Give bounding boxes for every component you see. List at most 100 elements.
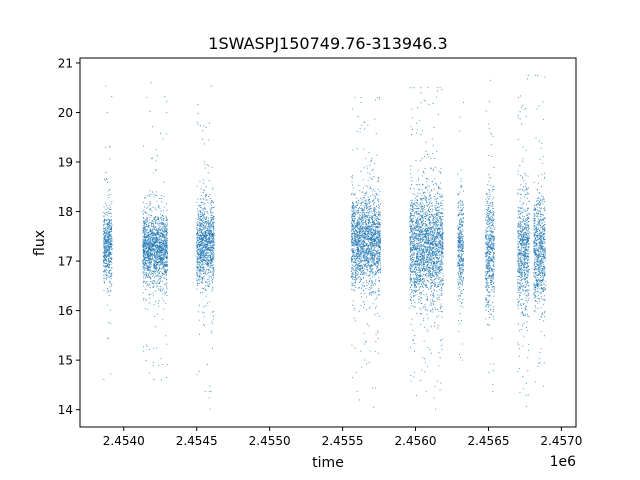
data-point (197, 252, 199, 254)
data-point (362, 214, 364, 216)
data-point (104, 271, 106, 273)
data-point (109, 220, 111, 222)
data-point (373, 247, 376, 249)
data-point (353, 245, 355, 247)
data-point (200, 204, 202, 206)
data-point (352, 203, 355, 205)
data-point (108, 239, 110, 241)
data-point (155, 191, 157, 193)
data-point (202, 225, 204, 227)
data-point (353, 255, 355, 257)
data-point (162, 138, 164, 140)
data-point (210, 233, 212, 235)
data-point (372, 214, 374, 217)
data-point (364, 218, 366, 220)
data-point (367, 215, 369, 217)
data-point (360, 255, 362, 257)
data-point (199, 224, 201, 226)
data-point (202, 323, 205, 326)
data-point (351, 181, 353, 183)
data-point (199, 262, 201, 265)
data-point (109, 158, 111, 160)
data-point (365, 218, 368, 221)
data-point (146, 225, 148, 228)
data-point (201, 282, 203, 284)
data-point (159, 250, 161, 252)
data-point (111, 248, 113, 250)
data-point (201, 261, 204, 263)
data-point (107, 260, 109, 262)
data-point (373, 255, 375, 257)
data-point (199, 265, 201, 267)
data-point (147, 276, 149, 278)
data-point (207, 220, 210, 222)
data-point (364, 271, 366, 273)
data-point (358, 233, 361, 235)
data-point (106, 242, 108, 245)
data-point (358, 260, 360, 262)
data-point (375, 340, 377, 342)
data-point (375, 307, 377, 309)
data-point (372, 267, 374, 269)
data-point (161, 290, 163, 292)
data-point (143, 252, 145, 254)
data-point (369, 226, 371, 228)
data-point (103, 239, 105, 241)
data-point (152, 362, 154, 364)
data-point (375, 333, 377, 335)
data-point (372, 243, 374, 246)
data-point (104, 251, 106, 253)
data-point (103, 245, 105, 247)
data-point (205, 290, 207, 292)
data-point (110, 290, 112, 292)
data-point (142, 213, 145, 215)
data-point (202, 257, 204, 259)
data-point (204, 255, 206, 257)
data-point (110, 234, 112, 236)
data-point (149, 219, 151, 221)
data-point (371, 280, 373, 282)
data-point (144, 249, 146, 251)
data-point (370, 233, 372, 236)
data-point (211, 272, 213, 274)
data-point (147, 246, 149, 248)
data-point (109, 286, 111, 288)
data-point (212, 225, 214, 227)
data-point (206, 282, 209, 284)
data-point (373, 240, 375, 242)
data-point (359, 268, 361, 270)
data-point (371, 252, 373, 254)
data-point (364, 236, 366, 239)
data-point (205, 233, 208, 235)
data-point (156, 249, 159, 251)
data-point (206, 251, 208, 253)
data-point (105, 85, 107, 87)
data-point (144, 239, 147, 241)
data-point (361, 229, 363, 231)
data-point (164, 261, 166, 263)
data-point (200, 188, 202, 190)
data-point (371, 268, 373, 270)
data-point (145, 260, 147, 262)
data-point (374, 163, 376, 165)
data-point (165, 262, 167, 264)
data-point (359, 215, 361, 217)
data-point (368, 274, 370, 276)
data-point (148, 233, 150, 235)
data-point (205, 241, 207, 243)
data-point (142, 222, 144, 224)
data-point (104, 223, 106, 225)
data-point (366, 217, 368, 219)
data-point (354, 279, 356, 281)
data-point (107, 257, 110, 259)
data-point (212, 201, 214, 203)
data-point (365, 287, 367, 289)
data-point (164, 96, 166, 98)
data-point (142, 244, 144, 246)
data-point (356, 277, 358, 279)
data-point (366, 266, 368, 269)
data-point (109, 238, 111, 240)
data-point (376, 216, 378, 218)
data-point (144, 226, 146, 228)
data-point (356, 264, 358, 266)
